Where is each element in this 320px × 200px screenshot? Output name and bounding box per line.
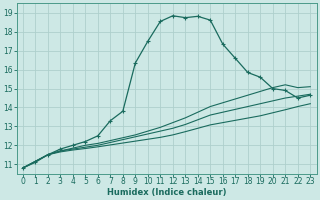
X-axis label: Humidex (Indice chaleur): Humidex (Indice chaleur)	[107, 188, 226, 197]
